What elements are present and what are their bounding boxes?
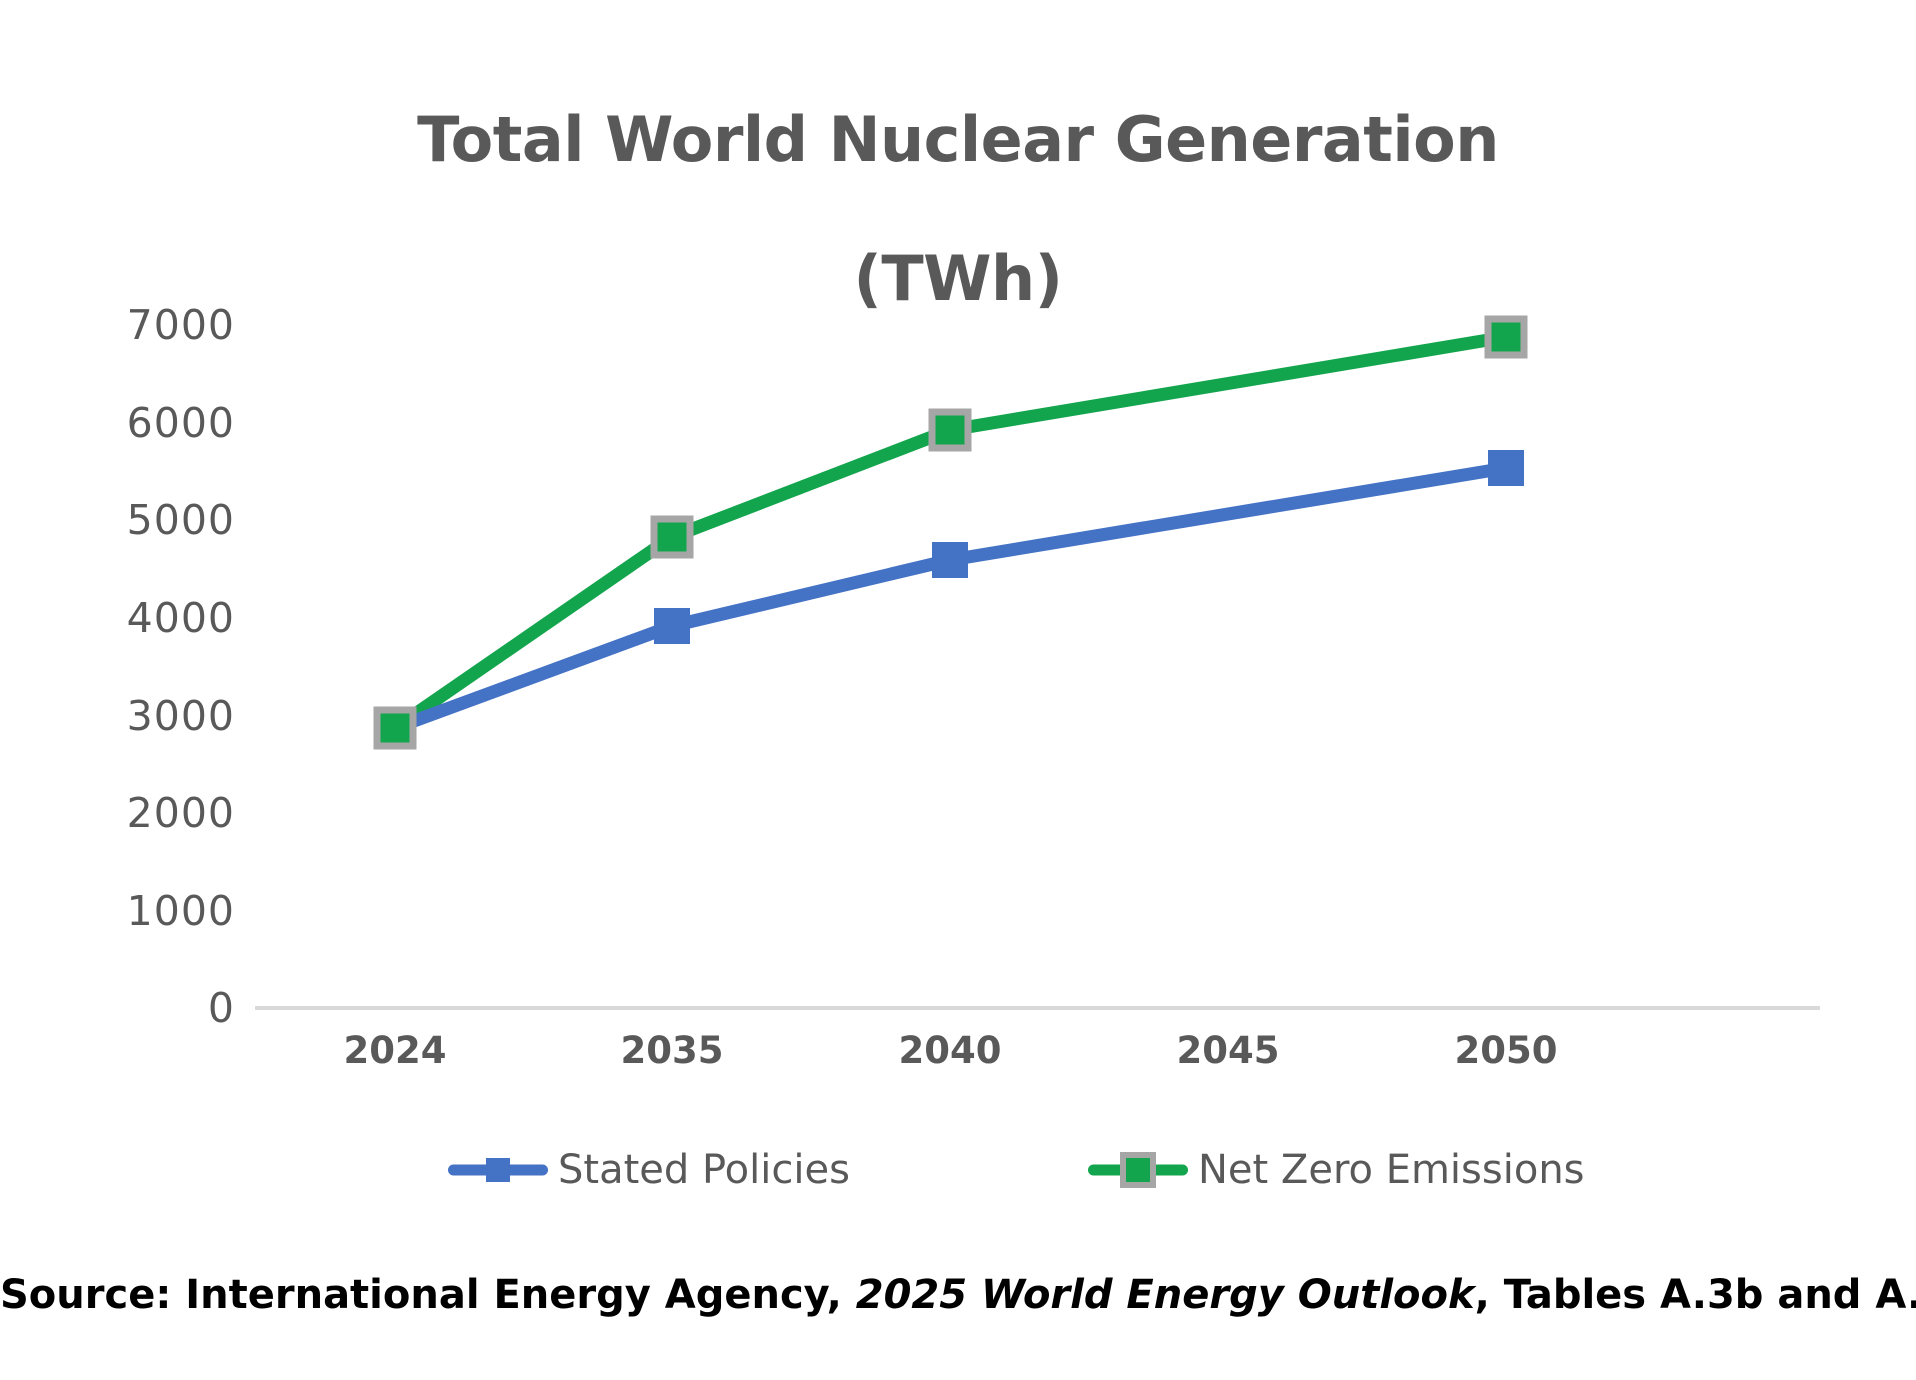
y-tick-4000: 4000 bbox=[126, 594, 235, 642]
legend-swatch-net-zero-emissions bbox=[1088, 1148, 1188, 1192]
data-point-stated-policies-2040 bbox=[932, 542, 968, 578]
series-line-stated-policies bbox=[388, 461, 1513, 735]
chart-title: Total World Nuclear Generation (TWh) bbox=[0, 36, 1916, 314]
source-prefix: Source: International Energy Agency, bbox=[0, 1272, 856, 1318]
y-tick-3000: 3000 bbox=[126, 692, 235, 740]
x-tick-2045: 2045 bbox=[1176, 1029, 1280, 1072]
legend-label-net-zero-emissions: Net Zero Emissions bbox=[1198, 1147, 1585, 1193]
x-tick-2024: 2024 bbox=[343, 1029, 447, 1072]
source-note: Source: International Energy Agency, 202… bbox=[0, 1272, 1916, 1318]
chart-legend: Stated Policies Net Zero Emissions bbox=[0, 1140, 1916, 1210]
y-tick-1000: 1000 bbox=[126, 887, 235, 935]
legend-label-stated-policies: Stated Policies bbox=[558, 1147, 850, 1193]
data-point-stated-policies-2050 bbox=[1488, 450, 1524, 486]
data-point-net-zero-2035 bbox=[650, 515, 694, 559]
y-tick-0: 0 bbox=[207, 984, 235, 1032]
legend-item-net-zero-emissions[interactable]: Net Zero Emissions bbox=[1088, 1140, 1585, 1200]
source-suffix: , Tables A.3b and A.3c bbox=[1474, 1272, 1916, 1318]
data-point-net-zero-2050 bbox=[1484, 315, 1528, 359]
chart-title-line1: Total World Nuclear Generation bbox=[417, 103, 1499, 177]
chart-title-line2: (TWh) bbox=[853, 242, 1064, 316]
legend-item-stated-policies[interactable]: Stated Policies bbox=[448, 1140, 850, 1200]
legend-square-marker-icon bbox=[486, 1158, 510, 1182]
x-tick-2050: 2050 bbox=[1454, 1029, 1558, 1072]
y-tick-2000: 2000 bbox=[126, 789, 235, 837]
data-point-net-zero-2024 bbox=[373, 706, 417, 750]
source-publication-title: 2025 World Energy Outlook bbox=[855, 1272, 1475, 1318]
data-point-net-zero-2040 bbox=[928, 408, 972, 452]
data-point-stated-policies-2035 bbox=[654, 608, 690, 644]
legend-square-marker-icon bbox=[1120, 1152, 1156, 1188]
y-tick-7000: 7000 bbox=[126, 301, 235, 349]
y-tick-6000: 6000 bbox=[126, 399, 235, 447]
x-tick-2040: 2040 bbox=[898, 1029, 1002, 1072]
y-tick-5000: 5000 bbox=[126, 496, 235, 544]
legend-swatch-stated-policies bbox=[448, 1148, 548, 1192]
series-line-net-zero bbox=[388, 330, 1513, 735]
x-tick-2035: 2035 bbox=[620, 1029, 724, 1072]
